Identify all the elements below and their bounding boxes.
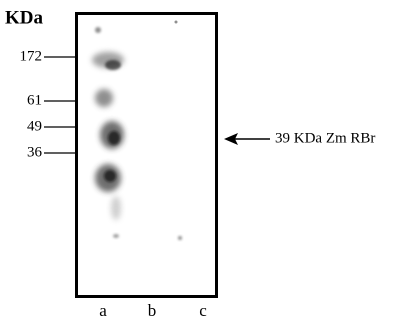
band	[108, 131, 120, 145]
speck	[178, 236, 182, 240]
marker-label: 172	[20, 48, 43, 64]
blot-figure: KDa 172 61 49 36 a b c 39 KDa Zm RBr	[0, 0, 416, 322]
unit-label: KDa	[5, 7, 44, 28]
marker-label: 49	[27, 118, 42, 134]
lane-label: b	[148, 301, 157, 320]
band	[104, 170, 116, 182]
background	[0, 0, 416, 322]
speck	[113, 234, 119, 238]
band	[111, 196, 121, 220]
annotation: 39 KDa Zm RBr	[275, 130, 375, 146]
speck	[95, 27, 101, 33]
band	[95, 89, 113, 107]
band	[105, 60, 121, 70]
lane-label: c	[199, 301, 207, 320]
lane-label: a	[99, 301, 107, 320]
speck	[175, 21, 178, 24]
marker-label: 61	[27, 92, 42, 108]
marker-label: 36	[27, 144, 43, 160]
